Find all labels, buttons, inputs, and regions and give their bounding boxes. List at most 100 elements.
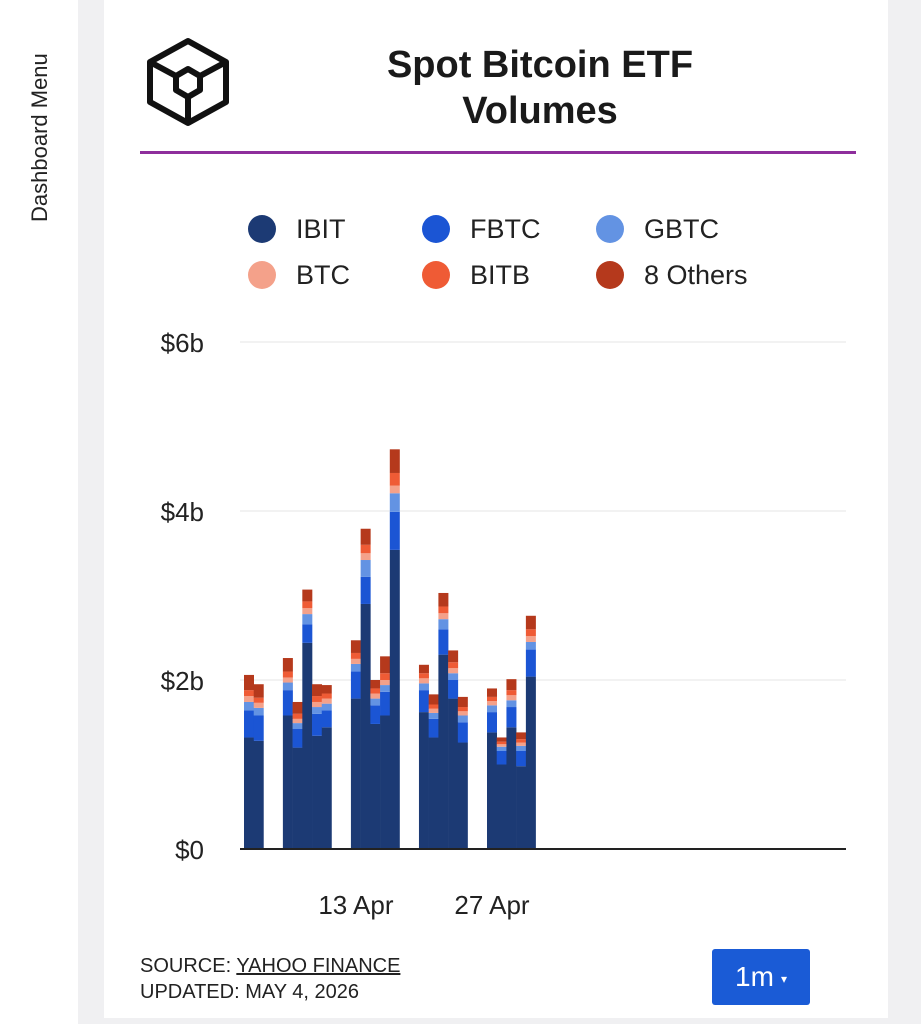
bar-segment-fbtc [380,691,391,716]
bar-segment-8-others [302,589,313,602]
bar-segment-fbtc [487,712,497,733]
bar-segment-8-others [487,688,497,697]
bar-segment-fbtc [525,649,536,677]
bar-segment-gbtc [525,641,536,650]
bar-segment-btc [428,708,439,713]
source-line: SOURCE: YAHOO FINANCE [140,954,400,979]
bar-segment-fbtc [253,715,264,741]
bar-segment-btc [380,680,391,686]
bar-segment-gbtc [302,614,313,625]
bar-segment-bitb [428,704,439,709]
bar-segment-8-others [370,680,381,689]
x-tick-label: 13 Apr [318,890,394,920]
bar-segment-gbtc [244,701,254,711]
bar-segment-fbtc [389,511,400,550]
bar-segment-8-others [389,449,400,473]
side-strip: Dashboard Menu [0,0,78,1024]
updated-date: UPDATED: MAY 4, 2026 [140,981,359,1003]
bar-segment-gbtc [350,663,361,672]
bar-segment-gbtc [457,715,468,723]
bar-segment-ibit [496,764,507,849]
bar-segment-bitb [457,707,468,712]
bar-segment-bitb [302,601,313,609]
bar-segment-fbtc [516,750,527,767]
bar-segment-fbtc [321,710,332,728]
bar-segment-bitb [282,671,293,678]
bar-segment-bitb [516,739,527,743]
bar-segment-bitb [312,696,323,702]
bar-segment-ibit [350,698,361,849]
bar-segment-gbtc [360,560,371,577]
bar-segment-btc [448,668,459,674]
bar-segment-bitb [244,690,254,697]
bar-segment-8-others [244,674,254,691]
bar-segment-gbtc [389,493,400,512]
bar-segment-gbtc [516,745,527,751]
bar-segment-fbtc [350,671,361,699]
legend-swatch [422,261,450,289]
bar-segment-bitb [292,713,303,719]
volume-bar-chart: $0 $2b $4b $6b 13 Apr 27 Apr [161,328,846,920]
bar-segment-bitb [448,662,459,669]
bar-segment-bitb [438,606,449,614]
bar-segment-gbtc [418,683,429,691]
bar-segment-bitb [506,690,517,696]
legend-label: IBIT [296,214,346,244]
bar-segment-fbtc [302,624,313,643]
bar-segment-btc [321,698,332,704]
bar-segment-ibit [370,723,381,849]
bar-segment-gbtc [282,682,293,691]
legend-swatch [422,215,450,243]
bar-segment-fbtc [244,710,254,738]
bar-segment-bitb [496,741,507,745]
bar-segment-ibit [380,715,391,849]
bar-segment-8-others [321,685,332,694]
bar-segment-ibit [312,735,323,849]
bar-segment-btc [312,701,323,708]
dashboard-menu-toggle[interactable]: Dashboard Menu [27,53,52,222]
bar-segment-btc [244,696,254,702]
source-label: SOURCE: [140,955,237,977]
bar-segment-ibit [457,742,468,849]
bar-segment-btc [292,718,303,724]
bar-segment-bitb [350,652,361,659]
legend-swatch [248,261,276,289]
y-tick-label: $0 [175,835,204,865]
bar-segment-fbtc [312,713,323,736]
bar-segment-gbtc [380,685,391,692]
source-link[interactable]: YAHOO FINANCE [236,955,401,977]
chart-title-line-1: Spot Bitcoin ETF [386,44,694,86]
bar-segment-btc [438,613,449,620]
bar-segment-ibit [438,654,449,849]
bar-segment-btc [253,702,264,708]
bar-segment-fbtc [428,718,439,738]
legend-label: BITB [470,260,531,290]
bar-segment-ibit [418,712,429,849]
bar-segment-8-others [506,679,517,691]
bar-segment-fbtc [292,729,303,748]
cube-logo-icon [147,38,229,126]
chart-card: Spot Bitcoin ETF Volumes IBIT FBTC GBTC BTC… [104,0,888,1018]
bar-segment-btc [370,693,381,699]
bar-segment-btc [302,608,313,615]
bar-segment-ibit [389,549,400,849]
caret-down-icon: ▾ [780,972,787,986]
bar-segment-gbtc [438,619,449,630]
bar-segment-ibit [302,642,313,849]
bar-segment-ibit [506,727,517,849]
bar-segment-ibit [360,603,371,849]
bar-segment-bitb [525,629,536,637]
bar-segment-8-others [312,684,323,697]
bar-segment-fbtc [418,690,429,713]
range-selector-button[interactable]: 1m ▾ [712,949,810,1005]
bar-segment-ibit [516,766,527,849]
bar-segment-bitb [321,693,332,699]
legend-label: BTC [296,260,350,290]
bar-segment-ibit [244,737,254,849]
legend-label: 8 Others [644,260,748,290]
bar-segment-gbtc [292,723,303,730]
bar-segment-8-others [438,592,449,607]
bar-segment-bitb [380,673,391,680]
bar-segment-fbtc [438,629,449,655]
bar-segment-fbtc [496,750,507,765]
